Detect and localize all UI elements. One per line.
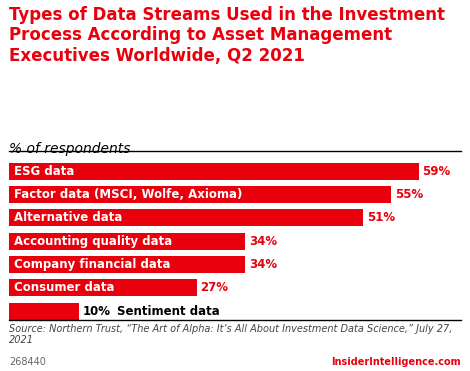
Text: ESG data: ESG data: [14, 165, 74, 178]
Bar: [9, 186, 391, 203]
Text: 59%: 59%: [423, 165, 451, 178]
Text: Alternative data: Alternative data: [14, 211, 122, 224]
Text: 55%: 55%: [395, 188, 423, 201]
Text: % of respondents: % of respondents: [9, 142, 131, 156]
Text: 27%: 27%: [200, 281, 228, 294]
Text: Sentiment data: Sentiment data: [117, 305, 220, 318]
Bar: [9, 163, 419, 180]
Bar: [9, 210, 363, 226]
Text: Factor data (MSCI, Wolfe, Axioma): Factor data (MSCI, Wolfe, Axioma): [14, 188, 242, 201]
Bar: [9, 279, 197, 296]
Text: InsiderIntelligence.com: InsiderIntelligence.com: [331, 357, 461, 367]
Text: Source: Northern Trust, “The Art of Alpha: It’s All About Investment Data Scienc: Source: Northern Trust, “The Art of Alph…: [9, 324, 453, 345]
Text: 268440: 268440: [9, 357, 46, 367]
Text: 34%: 34%: [249, 258, 277, 271]
Bar: [9, 303, 79, 319]
Text: Consumer data: Consumer data: [14, 281, 114, 294]
Text: Accounting quality data: Accounting quality data: [14, 234, 172, 248]
Text: 10%: 10%: [82, 305, 110, 318]
Text: Company financial data: Company financial data: [14, 258, 170, 271]
Bar: [9, 233, 245, 250]
Bar: [9, 256, 245, 273]
Text: Types of Data Streams Used in the Investment
Process According to Asset Manageme: Types of Data Streams Used in the Invest…: [9, 6, 446, 65]
Text: 34%: 34%: [249, 234, 277, 248]
Text: 51%: 51%: [367, 211, 395, 224]
